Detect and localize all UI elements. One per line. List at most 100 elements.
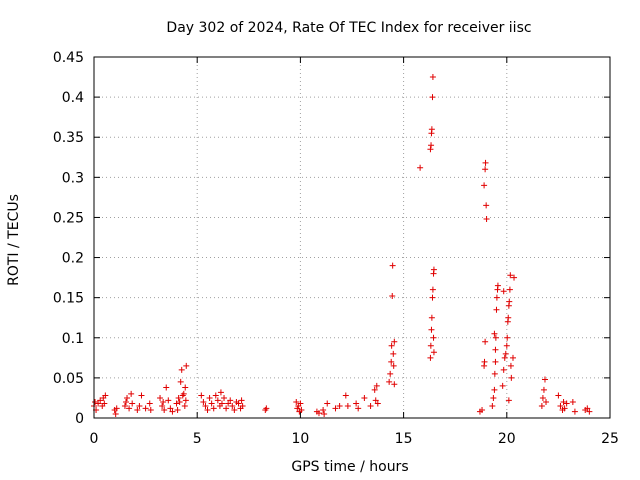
data-point xyxy=(386,378,393,385)
data-point xyxy=(217,389,224,396)
data-point xyxy=(511,274,518,281)
data-point xyxy=(499,382,506,389)
data-point xyxy=(539,394,546,401)
data-point xyxy=(371,386,378,393)
axis-ticks xyxy=(93,56,611,419)
data-point xyxy=(225,400,232,407)
data-point xyxy=(482,159,489,166)
x-tick-label: 25 xyxy=(601,431,619,447)
data-point xyxy=(490,394,497,401)
data-point xyxy=(491,386,498,393)
data-point xyxy=(182,384,189,391)
data-point xyxy=(200,398,207,405)
data-point xyxy=(122,398,129,405)
data-point xyxy=(315,410,322,417)
y-tick-label: 0.1 xyxy=(62,331,84,347)
data-point xyxy=(391,338,398,345)
data-point xyxy=(430,349,437,356)
data-point xyxy=(540,386,547,393)
data-point xyxy=(561,405,568,412)
data-point xyxy=(492,358,499,365)
data-point xyxy=(121,402,128,409)
data-point xyxy=(161,406,168,413)
data-point xyxy=(95,400,102,407)
data-point xyxy=(429,94,436,101)
data-point xyxy=(178,366,185,373)
data-point xyxy=(569,398,576,405)
data-point xyxy=(506,286,513,293)
data-point xyxy=(113,405,120,412)
data-point xyxy=(361,394,368,401)
x-tick-label: 20 xyxy=(498,431,516,447)
data-point xyxy=(320,406,327,413)
data-point xyxy=(101,400,108,407)
data-point xyxy=(134,406,141,413)
data-point xyxy=(427,146,434,153)
data-point xyxy=(493,306,500,313)
x-tick-label: 5 xyxy=(193,431,202,447)
data-point xyxy=(563,400,570,407)
data-point xyxy=(429,286,436,293)
data-point xyxy=(231,406,238,413)
data-point xyxy=(500,366,507,373)
data-point xyxy=(142,405,149,412)
data-point xyxy=(543,398,550,405)
data-point xyxy=(430,334,437,341)
data-point xyxy=(227,397,234,404)
data-point xyxy=(297,400,304,407)
data-point xyxy=(389,262,396,269)
data-point xyxy=(298,406,305,413)
data-point xyxy=(167,405,174,412)
data-point xyxy=(124,394,131,401)
data-point xyxy=(479,406,486,413)
y-tick-label: 0.05 xyxy=(53,371,84,387)
data-point xyxy=(214,397,221,404)
data-point xyxy=(173,400,180,407)
data-point xyxy=(541,376,548,383)
data-point xyxy=(218,400,225,407)
data-point xyxy=(571,408,578,415)
data-point xyxy=(239,402,246,409)
data-point xyxy=(502,350,509,357)
data-point xyxy=(389,293,396,300)
data-point xyxy=(494,282,501,289)
data-point xyxy=(586,408,593,415)
data-point xyxy=(238,397,245,404)
data-point xyxy=(182,397,189,404)
data-point xyxy=(507,272,514,279)
x-tick-labels: 0 5 10 15 20 25 xyxy=(90,431,619,447)
data-point xyxy=(102,392,109,399)
data-point xyxy=(372,397,379,404)
data-points xyxy=(91,74,593,417)
data-point xyxy=(229,402,236,409)
data-point xyxy=(489,402,496,409)
data-point xyxy=(321,410,328,417)
data-point xyxy=(492,334,499,341)
data-point xyxy=(160,398,167,405)
data-point xyxy=(388,342,395,349)
data-point xyxy=(430,266,437,273)
grid xyxy=(94,57,610,418)
data-point xyxy=(427,342,434,349)
data-point xyxy=(560,398,567,405)
data-point xyxy=(584,405,591,412)
data-point xyxy=(176,398,183,405)
data-point xyxy=(505,397,512,404)
y-tick-label: 0.35 xyxy=(53,130,84,146)
data-point xyxy=(387,370,394,377)
data-point xyxy=(428,126,435,133)
data-point xyxy=(373,382,380,389)
data-point xyxy=(503,342,510,349)
data-point xyxy=(128,390,135,397)
data-point xyxy=(324,400,331,407)
data-point xyxy=(391,381,398,388)
y-tick-labels: 0 0.05 0.1 0.15 0.2 0.25 0.3 0.35 0.4 0.45 xyxy=(53,50,84,427)
data-point xyxy=(509,354,516,361)
data-point xyxy=(177,378,184,385)
data-point xyxy=(136,402,143,409)
data-point xyxy=(428,314,435,321)
data-point xyxy=(181,402,188,409)
data-point xyxy=(126,405,133,412)
data-point xyxy=(481,358,488,365)
